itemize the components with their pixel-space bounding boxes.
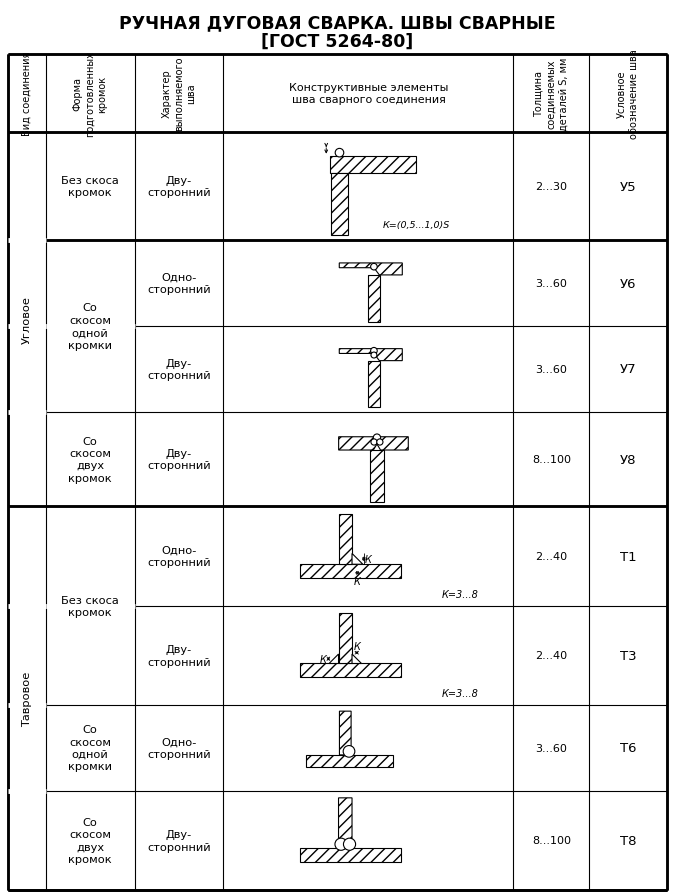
Text: 3...60: 3...60 bbox=[535, 743, 567, 753]
Text: К: К bbox=[319, 654, 327, 664]
Text: У7: У7 bbox=[620, 363, 637, 376]
Text: Дву-
сторонний: Дву- сторонний bbox=[147, 176, 211, 198]
Text: К=(0,5...1,0)S: К=(0,5...1,0)S bbox=[383, 220, 450, 229]
Text: Т8: Т8 bbox=[620, 834, 637, 847]
Text: Т3: Т3 bbox=[620, 649, 637, 662]
Text: У8: У8 bbox=[620, 453, 637, 466]
Text: Т6: Т6 bbox=[620, 741, 637, 755]
Text: Дву-
сторонний: Дву- сторонний bbox=[147, 830, 211, 852]
Polygon shape bbox=[300, 848, 401, 862]
Polygon shape bbox=[330, 156, 416, 173]
Text: РУЧНАЯ ДУГОВАЯ СВАРКА. ШВЫ СВАРНЫЕ: РУЧНАЯ ДУГОВАЯ СВАРКА. ШВЫ СВАРНЫЕ bbox=[119, 14, 556, 32]
Circle shape bbox=[335, 839, 347, 850]
Polygon shape bbox=[340, 264, 402, 275]
Polygon shape bbox=[300, 663, 401, 678]
Polygon shape bbox=[339, 613, 352, 663]
Text: Со
скосом
одной
кромки: Со скосом одной кромки bbox=[68, 303, 112, 350]
Text: К: К bbox=[353, 641, 360, 651]
Polygon shape bbox=[306, 755, 394, 767]
Text: Толщина
соединяемых
деталей S, мм: Толщина соединяемых деталей S, мм bbox=[534, 57, 569, 131]
Circle shape bbox=[335, 149, 344, 157]
Polygon shape bbox=[340, 350, 402, 361]
Text: 8...100: 8...100 bbox=[532, 835, 571, 846]
Polygon shape bbox=[300, 565, 401, 578]
Text: У6: У6 bbox=[620, 277, 637, 291]
Text: 3...60: 3...60 bbox=[535, 365, 567, 375]
Text: Угловое: Угловое bbox=[22, 296, 32, 344]
Polygon shape bbox=[331, 173, 348, 236]
Polygon shape bbox=[339, 798, 352, 848]
Text: 8...100: 8...100 bbox=[532, 455, 571, 465]
Polygon shape bbox=[329, 654, 339, 663]
Circle shape bbox=[377, 439, 383, 445]
Text: Со
скосом
одной
кромки: Со скосом одной кромки bbox=[68, 724, 112, 772]
Polygon shape bbox=[368, 275, 380, 323]
Text: К=3...8: К=3...8 bbox=[441, 589, 479, 599]
Circle shape bbox=[371, 348, 377, 355]
Polygon shape bbox=[339, 437, 408, 451]
Circle shape bbox=[371, 352, 377, 358]
Text: Одно-
сторонний: Одно- сторонний bbox=[147, 545, 211, 568]
Circle shape bbox=[343, 746, 355, 757]
Text: У5: У5 bbox=[620, 181, 637, 193]
Text: К: К bbox=[354, 577, 361, 586]
Text: Одно-
сторонний: Одно- сторонний bbox=[147, 737, 211, 759]
Polygon shape bbox=[339, 514, 352, 565]
Text: К: К bbox=[365, 554, 372, 564]
Text: Дву-
сторонний: Дву- сторонний bbox=[147, 645, 211, 667]
Text: К=3...8: К=3...8 bbox=[441, 688, 479, 698]
Polygon shape bbox=[352, 553, 363, 565]
Text: Дву-
сторонний: Дву- сторонний bbox=[147, 358, 211, 381]
Text: Без скоса
кромок: Без скоса кромок bbox=[61, 595, 119, 617]
Circle shape bbox=[344, 839, 356, 850]
Text: Т1: Т1 bbox=[620, 550, 637, 563]
Polygon shape bbox=[352, 654, 362, 663]
Text: 2...40: 2...40 bbox=[535, 552, 568, 561]
Text: Со
скосом
двух
кромок: Со скосом двух кромок bbox=[68, 817, 112, 864]
Text: Конструктивные элементы
шва сварного соединения: Конструктивные элементы шва сварного сое… bbox=[289, 83, 448, 105]
Circle shape bbox=[373, 434, 381, 442]
Text: Характер
выполняемого
шва: Характер выполняемого шва bbox=[161, 56, 196, 131]
Text: Дву-
сторонний: Дву- сторонний bbox=[147, 449, 211, 471]
Text: Форма
подготовленных
кромок: Форма подготовленных кромок bbox=[73, 51, 107, 137]
Text: 3...60: 3...60 bbox=[535, 279, 567, 289]
Polygon shape bbox=[340, 712, 351, 755]
Text: Тавровое: Тавровое bbox=[22, 670, 32, 726]
Text: 2...30: 2...30 bbox=[535, 182, 568, 192]
Text: Со
скосом
двух
кромок: Со скосом двух кромок bbox=[68, 436, 112, 483]
Text: Вид соединения: Вид соединения bbox=[22, 52, 32, 136]
Text: [ГОСТ 5264-80]: [ГОСТ 5264-80] bbox=[261, 33, 414, 51]
Text: 2...40: 2...40 bbox=[535, 651, 568, 661]
Polygon shape bbox=[371, 451, 383, 502]
Text: Условное
обозначение шва: Условное обозначение шва bbox=[617, 49, 639, 139]
Circle shape bbox=[371, 439, 377, 445]
Polygon shape bbox=[368, 361, 380, 408]
Text: Без скоса
кромок: Без скоса кромок bbox=[61, 176, 119, 198]
Text: Одно-
сторонний: Одно- сторонний bbox=[147, 273, 211, 295]
Circle shape bbox=[371, 264, 377, 271]
